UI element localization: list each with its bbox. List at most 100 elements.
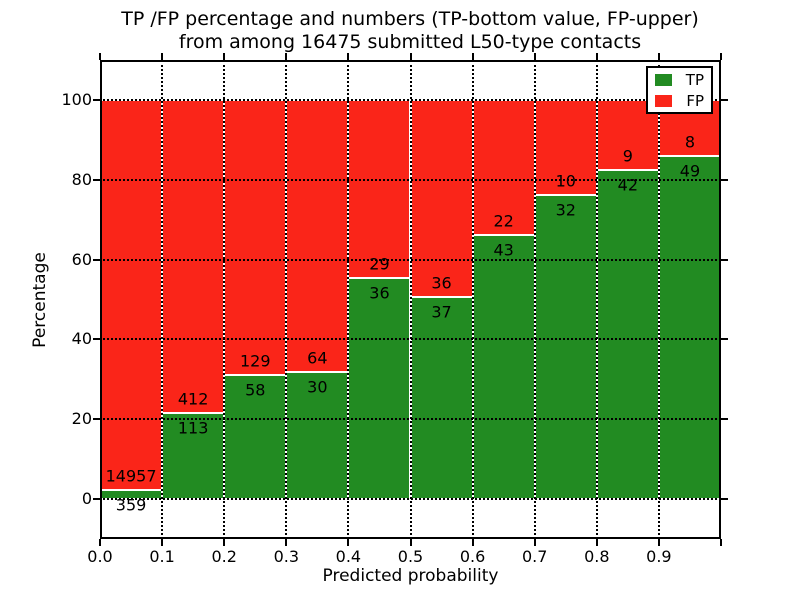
vertical-gridline [285,60,288,539]
x-tick-label: 0.6 [459,547,486,566]
fp-count-label: 129 [239,351,271,371]
x-tick-mark [657,539,660,546]
y-tick-label: 60 [71,249,92,269]
tp-bar-segment [472,235,535,500]
x-tick-mark [533,53,536,60]
x-tick-label: 0.0 [87,547,113,566]
vertical-gridline [471,60,474,539]
x-tick-mark [347,53,350,60]
x-tick-mark [223,53,226,60]
x-tick-mark [285,539,288,546]
y-tick-mark [721,498,728,501]
x-tick-mark [471,53,474,60]
x-tick-mark [99,539,101,546]
tp-count-label: 30 [307,377,328,397]
fp-bar-segment [162,99,225,414]
legend-label-tp: TP [685,70,704,89]
fp-count-label: 64 [307,348,328,368]
legend-row-fp: FP [655,92,704,110]
horizontal-gridline [100,338,721,341]
fp-count-label: 14957 [105,466,157,486]
y-tick-label: 80 [71,169,92,189]
vertical-gridline [161,60,164,539]
horizontal-gridline [100,98,721,101]
y-tick-mark [721,338,728,341]
vertical-gridline [223,60,226,539]
x-tick-label: 0.3 [273,547,300,566]
y-tick-mark [721,418,728,421]
y-tick-label: 0 [81,489,92,509]
y-tick-mark [721,98,728,101]
fp-bar-segment [224,99,287,376]
x-tick-label: 0.8 [584,547,610,566]
y-tick-mark [93,98,100,101]
y-tick-mark [721,178,728,181]
x-tick-mark [285,53,288,60]
fp-count-label: 36 [431,273,452,293]
vertical-gridline [595,60,598,539]
tp-count-label: 37 [431,302,452,322]
fp-count-label: 29 [369,254,390,274]
fp-count-label: 412 [177,389,209,409]
y-tick-label: 100 [61,89,92,109]
x-tick-mark [223,539,226,546]
x-tick-mark [409,539,412,546]
y-tick-mark [93,178,100,181]
chart-title-line1: TP /FP percentage and numbers (TP-bottom… [121,8,699,30]
x-tick-mark [409,53,412,60]
tp-swatch-icon [655,73,672,86]
x-tick-label: 0.2 [211,547,237,566]
tp-bar-segment [658,155,721,500]
fp-bar-segment [100,99,163,490]
fp-bar-segment [286,99,349,372]
y-tick-mark [93,338,100,341]
tp-count-label: 359 [115,495,147,515]
y-tick-label: 40 [71,329,92,349]
fp-bar-segment [410,99,473,297]
x-tick-mark [595,539,598,546]
chart-title-line2: from among 16475 submitted L50-type cont… [178,31,642,53]
y-tick-label: 20 [71,409,92,429]
tp-bar-segment [348,278,411,500]
x-tick-label: 0.4 [335,547,362,566]
x-tick-mark [533,539,536,546]
y-tick-mark [93,258,100,261]
legend: TP FP [646,66,713,114]
fp-bar-segment [348,99,411,278]
x-tick-mark [161,53,164,60]
vertical-gridline [347,60,350,539]
tp-bar-segment [286,371,349,500]
y-axis-label: Percentage [30,251,50,348]
legend-row-tp: TP [655,71,704,89]
x-tick-label: 0.7 [521,547,548,566]
x-tick-mark [720,539,722,546]
tp-count-label: 58 [245,380,266,400]
y-tick-mark [93,498,100,501]
legend-label-fp: FP [686,91,704,110]
tp-count-label: 43 [493,240,514,260]
y-tick-mark [93,418,100,421]
vertical-gridline [409,60,412,539]
tp-count-label: 32 [555,200,576,220]
x-tick-label: 0.9 [646,547,672,566]
x-tick-mark [347,539,350,546]
tp-count-label: 113 [177,418,209,438]
tp-count-label: 49 [679,161,701,181]
horizontal-gridline [100,258,721,261]
x-tick-mark [161,539,164,546]
x-tick-mark [720,53,722,60]
x-tick-mark [99,53,101,60]
vertical-gridline [657,60,660,539]
x-tick-mark [471,539,474,546]
tp-bar-segment [596,170,659,500]
horizontal-gridline [100,178,721,181]
y-tick-mark [721,258,728,261]
x-axis-label: Predicted probability [322,566,499,586]
fp-count-label: 9 [622,146,633,166]
tp-bar-segment [410,296,473,500]
tp-count-label: 36 [369,283,390,303]
vertical-gridline [533,60,536,539]
horizontal-gridline [100,498,721,501]
x-tick-label: 0.1 [149,547,175,566]
